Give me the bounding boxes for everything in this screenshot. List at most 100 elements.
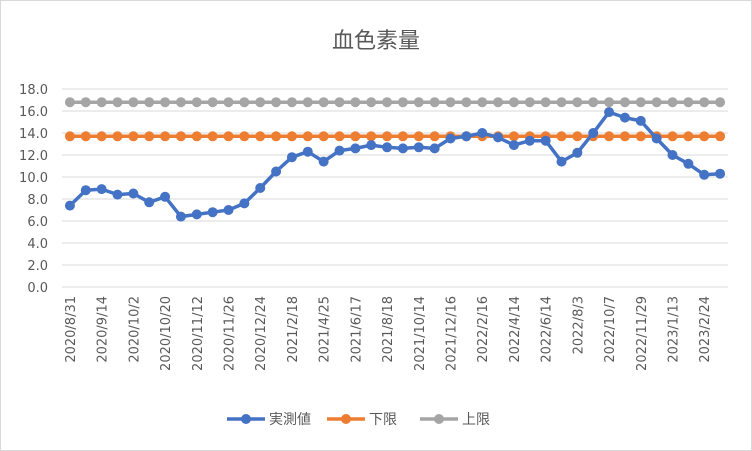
data-point [207,131,218,142]
data-point [635,115,646,126]
data-point [271,97,282,108]
data-point [651,97,662,108]
data-point [683,97,694,108]
x-tick-label: 2020/9/14 [96,296,111,363]
data-point [191,131,202,142]
legend-item: 実測値 [227,412,311,428]
data-point [635,131,646,142]
data-point [334,145,345,156]
data-point [318,156,329,167]
data-point [540,97,551,108]
y-tick-label: 10.0 [19,171,48,186]
data-point [160,191,171,202]
data-point [302,146,313,157]
data-point [64,131,75,142]
x-tick-label: 2020/12/24 [254,296,269,371]
data-point [604,131,615,142]
data-point [429,131,440,142]
data-point [318,131,329,142]
data-point [556,156,567,167]
data-point [286,152,297,163]
data-point [397,97,408,108]
data-point [397,131,408,142]
data-point [160,131,171,142]
data-point [286,131,297,142]
x-tick-label: 2020/11/12 [191,296,206,371]
data-point [508,131,519,142]
data-point [64,97,75,108]
data-point [334,131,345,142]
x-tick-label: 2020/11/26 [223,296,238,371]
x-tick-label: 2022/8/3 [571,296,586,354]
data-point [604,97,615,108]
data-point [271,166,282,177]
data-point [96,184,107,195]
data-point [445,133,456,144]
data-point [112,97,123,108]
data-point [239,97,250,108]
data-point [477,97,488,108]
x-tick-label: 2021/12/16 [445,296,460,371]
x-tick-label: 2022/6/14 [540,296,555,363]
data-point [540,135,551,146]
data-point [683,131,694,142]
data-point [128,188,139,199]
series-実測値 [64,107,726,222]
legend-label: 上限 [462,412,490,428]
legend-item: 下限 [327,412,397,428]
data-point [572,97,583,108]
x-tick-label: 2022/11/29 [635,296,650,371]
data-point [64,200,75,211]
data-point [508,140,519,151]
data-point [667,150,678,160]
data-point [334,97,345,108]
data-point [144,97,155,108]
x-tick-label: 2023/2/24 [698,296,713,363]
data-point [382,131,393,142]
data-point [651,133,662,144]
data-point [255,97,266,108]
x-tick-label: 2021/4/25 [318,296,333,363]
data-point [715,97,726,108]
data-point [350,131,361,142]
data-point [413,131,424,142]
data-point [683,158,694,169]
legend-marker-icon [241,414,251,424]
x-tick-label: 2020/10/2 [127,296,142,363]
data-point [429,143,440,154]
data-point [572,147,583,158]
data-point [699,169,710,180]
data-point [318,97,329,108]
data-point [80,131,91,142]
legend-item: 上限 [420,412,490,428]
data-point [667,131,678,142]
data-point [461,131,472,142]
data-point [413,97,424,108]
data-point [524,97,535,108]
data-point [144,197,155,208]
data-point [112,131,123,142]
data-point [699,97,710,108]
y-tick-label: 2.0 [27,259,48,274]
x-tick-label: 2022/2/16 [476,296,491,363]
data-point [619,112,630,123]
data-point [572,131,583,142]
data-point [445,97,456,108]
data-point [207,207,218,218]
data-point [604,107,615,118]
data-point [508,97,519,108]
data-point [715,168,726,179]
data-point [223,205,234,215]
y-tick-label: 0.0 [27,281,48,296]
data-point [397,143,408,154]
legend-label: 実測値 [269,412,311,428]
y-tick-label: 4.0 [27,237,48,252]
data-point [80,185,91,196]
x-tick-label: 2023/1/13 [667,296,682,363]
data-point [271,131,282,142]
data-point [382,97,393,108]
data-point [556,97,567,108]
x-tick-label: 2021/8/18 [381,296,396,363]
data-point [588,97,599,108]
